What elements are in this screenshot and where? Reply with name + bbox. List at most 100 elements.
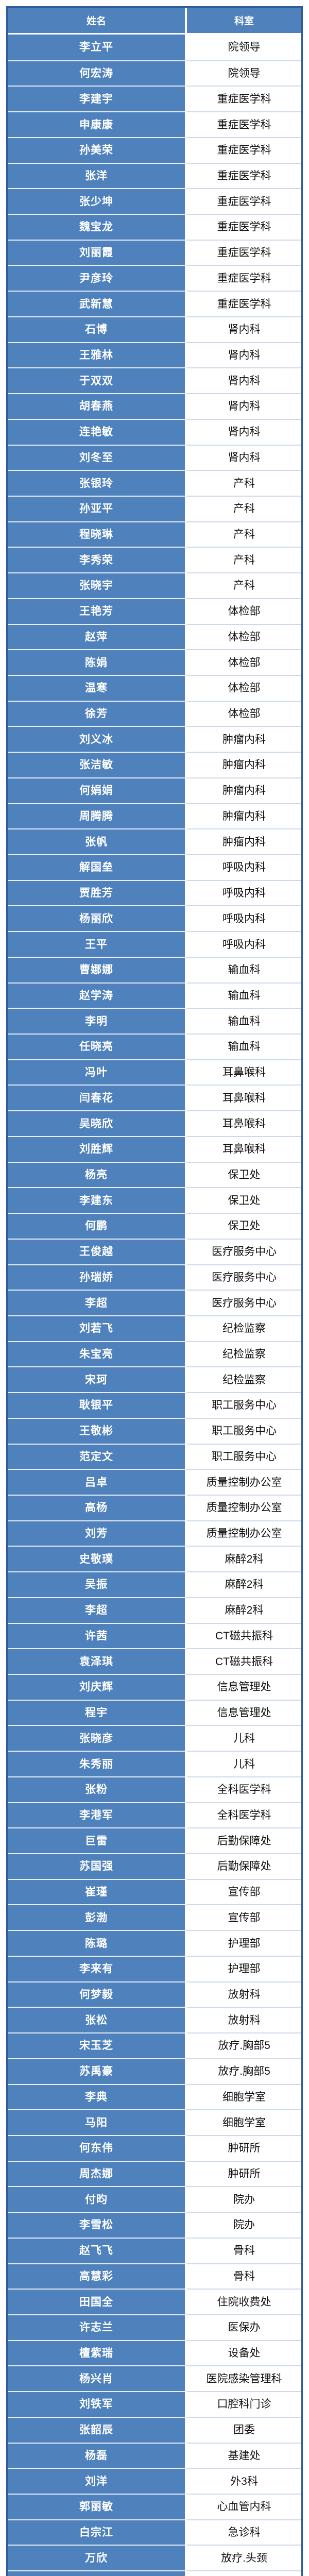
name-cell: 王俊越 [8, 1238, 187, 1264]
name-cell: 王敬彬 [8, 1417, 187, 1444]
table-row: 万欣 放疗.头颈 [8, 2545, 301, 2571]
name-cell: 赵飞飞 [8, 2237, 187, 2263]
name-cell: 宋珂 [8, 1366, 187, 1393]
dept-cell: 医保办 [187, 2314, 301, 2340]
name-cell: 李来有 [8, 1955, 187, 1981]
dept-cell: 信息管理处 [187, 1674, 301, 1700]
table-row: 刘洋 外3科 [8, 2468, 301, 2494]
table-row: 张松 放射科 [8, 2007, 301, 2033]
name-cell: 孙瑞娇 [8, 1264, 187, 1290]
name-cell: 魏宝龙 [8, 214, 187, 240]
name-cell: 张银玲 [8, 470, 187, 496]
name-cell: 连艳敏 [8, 418, 187, 445]
dept-cell: 后勤保障处 [187, 1827, 301, 1854]
table-row: 耿银平 职工服务中心 [8, 1392, 301, 1418]
dept-cell: 肿瘤内科 [187, 726, 301, 752]
dept-cell: 质量控制办公室 [187, 1494, 301, 1520]
dept-cell: 肿瘤内科 [187, 828, 301, 854]
name-cell: 李超 [8, 1597, 187, 1623]
dept-cell: 外3科 [187, 2468, 301, 2494]
dept-cell: 呼吸内科 [187, 905, 301, 931]
name-cell: 张帆 [8, 828, 187, 854]
name-cell: 张洋 [8, 162, 187, 189]
table-row: 刘若飞 纪检监察 [8, 1315, 301, 1341]
dept-cell: 全科医学科 [187, 1776, 301, 1802]
header-name-column: 姓名 [8, 8, 187, 33]
dept-cell: 职工服务中心 [187, 1417, 301, 1444]
table-row: 巨雷 后勤保障处 [8, 1827, 301, 1854]
table-row: 李建宇 重症医学科 [8, 86, 301, 112]
table-row: 张洁敏 肿瘤内科 [8, 752, 301, 777]
dept-cell: 消化内科 [187, 2570, 301, 2576]
table-row: 何东伟 肿研所 [8, 2134, 301, 2161]
table-row: 申康康 重症医学科 [8, 111, 301, 137]
table-row: 苏国强 后勤保障处 [8, 1853, 301, 1879]
table-row: 赵飞飞 骨科 [8, 2237, 301, 2263]
dept-cell: 麻醉2科 [187, 1571, 301, 1597]
table-row: 李典 细胞学室 [8, 2083, 301, 2110]
table-row: 于双双 肾内科 [8, 367, 301, 394]
dept-cell: 呼吸内科 [187, 931, 301, 957]
name-cell: 彭渤 [8, 1904, 187, 1930]
dept-cell: 肾内科 [187, 342, 301, 368]
name-cell: 张松 [8, 2007, 187, 2033]
name-cell: 刘胜辉 [8, 1136, 187, 1162]
dept-cell: 口腔科门诊 [187, 2391, 301, 2417]
table-row: 贾胜芳 呼吸内科 [8, 879, 301, 906]
name-cell: 何梦毅 [8, 1981, 187, 2007]
dept-cell: 医疗服务中心 [187, 1238, 301, 1264]
table-row: 郭丽敏 心血管内科 [8, 2494, 301, 2519]
table-row: 朱宝亮 纪检监察 [8, 1341, 301, 1367]
dept-cell: 肿瘤内科 [187, 777, 301, 803]
table-row: 曹娜娜 输血科 [8, 956, 301, 982]
table-row: 陈娟 体检部 [8, 649, 301, 675]
dept-cell: 骨科 [187, 2237, 301, 2263]
table-row: 李来有 护理部 [8, 1955, 301, 1981]
dept-cell: 呼吸内科 [187, 879, 301, 906]
name-cell: 崔瑾 [8, 1878, 187, 1905]
name-cell: 张洁敏 [8, 752, 187, 777]
table-row: 周腾腾 肿瘤内科 [8, 803, 301, 829]
table-row: 赵萍 体检部 [8, 623, 301, 650]
table-row: 李港军 全科医学科 [8, 1802, 301, 1828]
dept-cell: 产科 [187, 547, 301, 573]
name-cell: 刘洋 [8, 2468, 187, 2494]
table-row: 高杨 质量控制办公室 [8, 1494, 301, 1520]
name-cell: 高慧彩 [8, 2263, 187, 2289]
name-cell: 赵萍 [8, 623, 187, 650]
dept-cell: 肾内科 [187, 418, 301, 445]
name-cell: 赵学涛 [8, 982, 187, 1008]
table-row: 连艳敏 肾内科 [8, 418, 301, 445]
name-cell: 贾胜芳 [8, 879, 187, 906]
table-row: 李超 麻醉2科 [8, 1597, 301, 1623]
dept-cell: 院领导 [187, 60, 301, 86]
name-cell: 李秀荣 [8, 547, 187, 573]
table-row: 马阳 细胞学室 [8, 2109, 301, 2135]
name-cell: 李立平 [8, 35, 187, 60]
table-row: 杨亮 保卫处 [8, 1161, 301, 1188]
name-cell: 李建东 [8, 1187, 187, 1213]
table-row: 张晓宇 产科 [8, 572, 301, 598]
table-row: 张银玲 产科 [8, 470, 301, 496]
name-cell: 白宗江 [8, 2519, 187, 2545]
name-cell: 孙亚平 [8, 495, 187, 521]
name-cell: 马阳 [8, 2109, 187, 2135]
dept-cell: 麻醉2科 [187, 1546, 301, 1572]
name-cell: 张韶辰 [8, 2416, 187, 2443]
dept-cell: 院领导 [187, 35, 301, 60]
name-cell: 史敬璞 [8, 1546, 187, 1572]
dept-cell: 产科 [187, 495, 301, 521]
dept-cell: 肿研所 [187, 2134, 301, 2161]
name-cell: 武新慧 [8, 291, 187, 316]
table-row: 崔瑾 宣传部 [8, 1878, 301, 1905]
name-cell: 吴振 [8, 1571, 187, 1597]
name-cell: 程宇 [8, 1699, 187, 1725]
table-row: 刘丽霞 重症医学科 [8, 239, 301, 265]
dept-cell: 纪检监察 [187, 1315, 301, 1341]
name-cell: 巨雷 [8, 1827, 187, 1854]
table-row: 杨兴肖 医院感染管理科 [8, 2365, 301, 2392]
name-cell: 刘义冰 [8, 726, 187, 752]
table-row: 檀紫瑞 设备处 [8, 2340, 301, 2366]
dept-cell: 放射科 [187, 2007, 301, 2033]
name-cell: 苏禹豪 [8, 2058, 187, 2084]
